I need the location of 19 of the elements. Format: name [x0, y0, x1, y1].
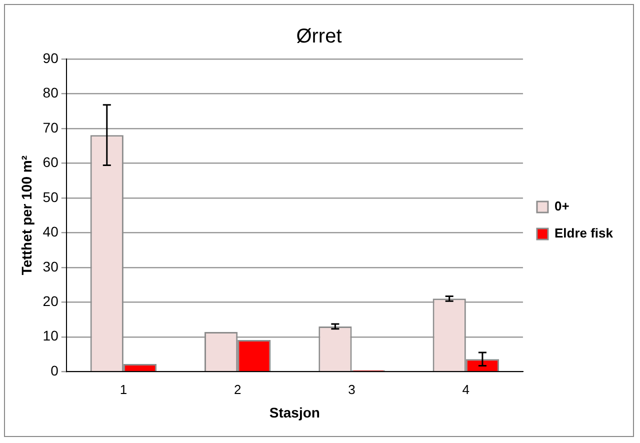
chart-title: Ørret	[296, 26, 342, 48]
x-axis-title: Stasjon	[269, 404, 320, 420]
x-tick-label: 2	[234, 382, 242, 397]
y-tick-label: 40	[42, 224, 59, 240]
y-tick-label: 10	[42, 328, 59, 344]
x-tick-label: 1	[120, 382, 128, 397]
x-tick-label: 4	[462, 382, 470, 397]
y-tick-label: 80	[42, 84, 59, 101]
x-tick-label: 3	[348, 382, 356, 397]
legend-label: 0+	[554, 198, 570, 214]
y-tick-label: 70	[42, 119, 59, 136]
y-tick-label: 90	[42, 50, 59, 66]
legend-label: Eldre fisk	[554, 226, 614, 241]
y-axis-title: Tetthet per 100 m²	[18, 155, 34, 276]
y-tick-label: 30	[42, 258, 59, 274]
y-tick-label: 50	[42, 188, 59, 205]
y-tick-label: 0	[50, 362, 59, 378]
y-tick-label: 20	[42, 292, 59, 309]
y-tick-label: 60	[42, 154, 59, 170]
